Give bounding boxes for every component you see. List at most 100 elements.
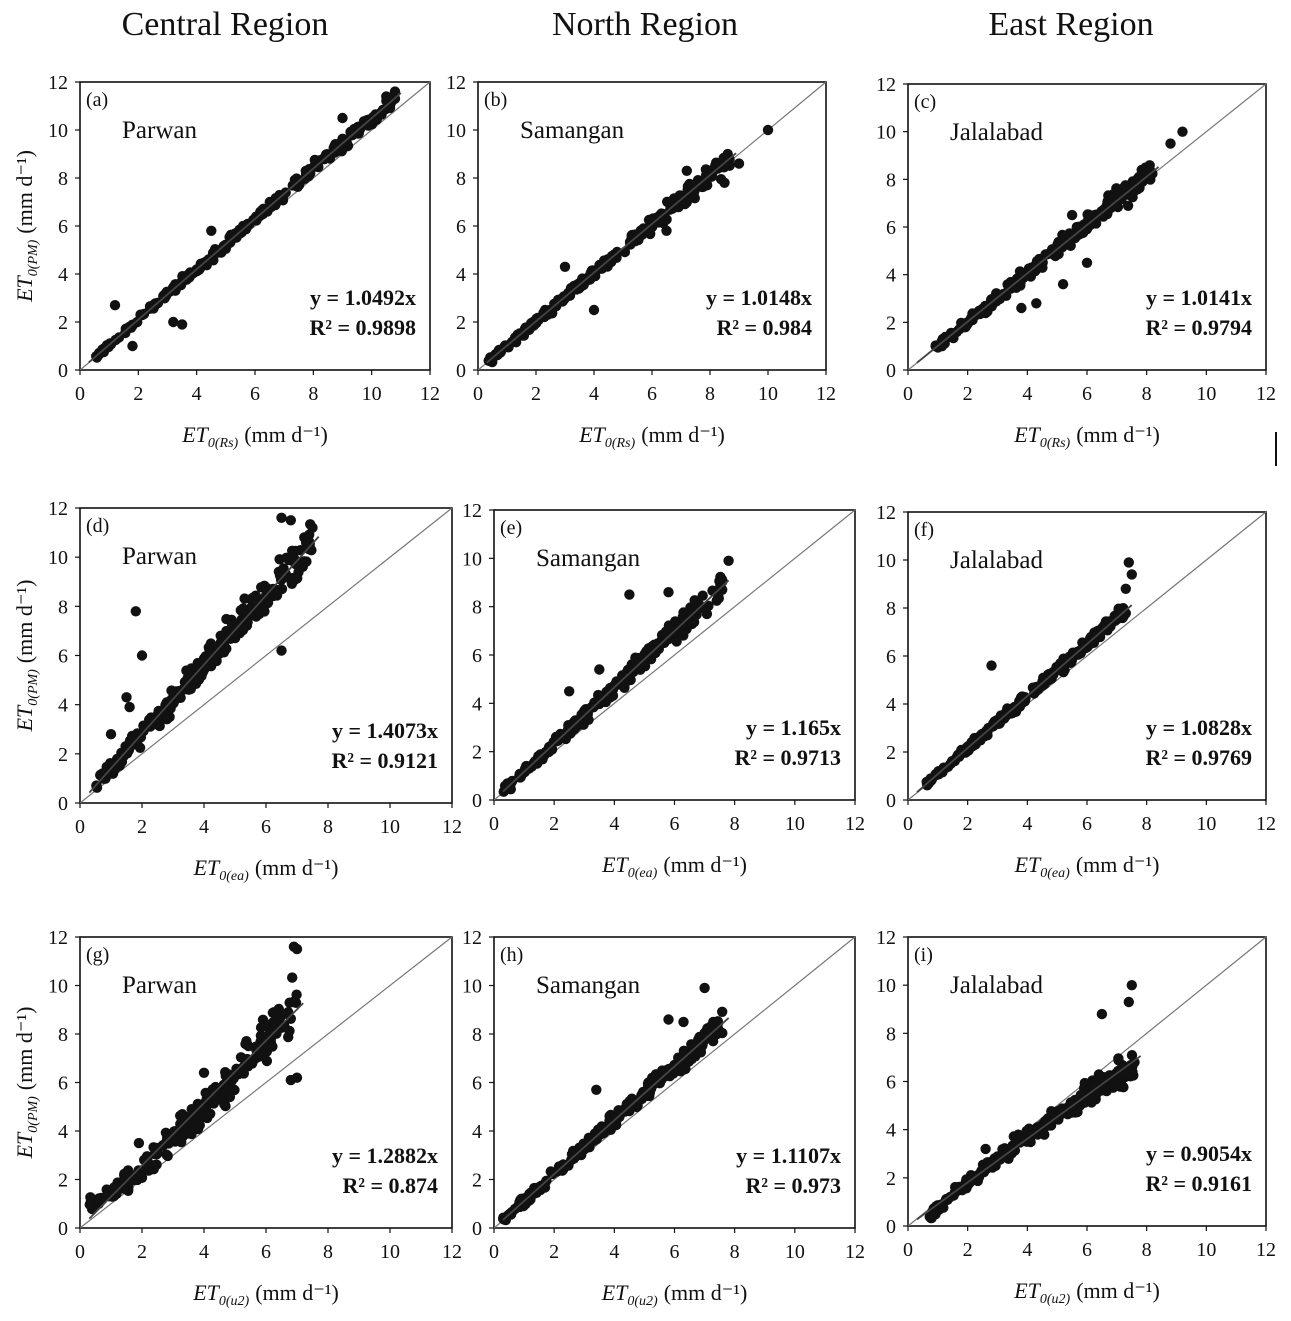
data-point: [185, 683, 196, 695]
data-point: [305, 168, 316, 179]
x-tick-label: 8: [1142, 383, 1152, 405]
y-tick-label: 10: [876, 975, 896, 997]
data-point: [252, 1050, 264, 1061]
data-point: [1104, 616, 1115, 627]
x-tick-label: 10: [362, 383, 382, 405]
x-tick-label: 6: [261, 816, 271, 838]
data-point: [266, 201, 277, 212]
data-point: [226, 230, 237, 241]
y-tick-label: 8: [472, 597, 482, 619]
panel-7: 0 2 4 6 8 10 12 0 2 4 6 8 10 12 (h) Samangan y = 1.1107x…: [462, 927, 865, 1309]
data-point: [708, 1016, 719, 1028]
x-tick-label: 10: [380, 816, 400, 838]
x-tick-label: 6: [250, 383, 260, 405]
data-point: [960, 1176, 972, 1188]
data-point: [929, 1207, 940, 1218]
y-tick-label: 8: [886, 1023, 896, 1045]
data-point: [724, 160, 735, 171]
r-squared: R² = 0.973: [745, 1173, 841, 1198]
data-point: [1127, 192, 1138, 203]
data-point: [986, 660, 997, 671]
regression-line: [486, 152, 737, 364]
data-point: [274, 189, 285, 201]
data-point: [1032, 1129, 1043, 1140]
data-point: [127, 730, 138, 742]
data-point: [663, 1014, 674, 1025]
data-point: [276, 512, 287, 523]
y-tick-label: 8: [58, 168, 68, 190]
regression-line: [916, 166, 1160, 364]
data-point: [248, 592, 259, 603]
data-point: [1122, 184, 1133, 195]
x-axis-label-sub: 0(u2): [627, 1294, 658, 1309]
panel-4: 0 2 4 6 8 10 12 0 2 4 6 8 10 12 (e) Samangan y = 1.165x R…: [462, 500, 865, 881]
data-point: [130, 606, 141, 617]
data-point: [693, 1036, 704, 1048]
y-axis-label: ET0(PM) (mm d⁻¹): [12, 1007, 41, 1160]
data-point: [678, 1016, 689, 1028]
y-tick-label: 10: [462, 548, 482, 570]
data-point: [299, 556, 310, 567]
y-tick-label: 8: [456, 168, 466, 190]
x-axis-label-unit: (mm d⁻¹): [1076, 422, 1160, 447]
y-tick-label: 2: [886, 1168, 896, 1190]
x-axis-label-main: ET: [601, 852, 629, 877]
data-point: [688, 604, 699, 615]
data-point: [708, 163, 719, 175]
x-tick-label: 10: [785, 1241, 805, 1263]
data-point: [124, 701, 135, 713]
y-tick-label: 4: [886, 1120, 896, 1142]
column-title-north: North Region: [551, 6, 739, 43]
y-tick-label: 4: [886, 265, 896, 287]
y-tick-label: 0: [456, 360, 466, 382]
x-tick-label: 2: [963, 813, 973, 835]
y-tick-label: 6: [58, 216, 68, 238]
data-point: [104, 1185, 116, 1197]
data-point: [559, 261, 571, 272]
panel-6: 0 2 4 6 8 10 12 0 2 4 6 8 10 12 (g) Parwan y = 1.2882x R²…: [12, 927, 462, 1309]
x-tick-label: 12: [845, 813, 865, 835]
data-point: [608, 1113, 619, 1124]
data-point: [279, 1020, 290, 1031]
data-point: [936, 339, 947, 351]
data-point: [251, 215, 262, 226]
y-tick-label: 0: [58, 1218, 68, 1240]
panel-label: (g): [86, 944, 109, 966]
y-tick-label: 0: [58, 793, 68, 815]
data-point: [109, 300, 121, 311]
x-axis-label-unit: (mm d⁻¹): [244, 422, 328, 447]
site-name: Jalalabad: [950, 972, 1044, 999]
data-point: [1015, 280, 1026, 291]
y-tick-label: 12: [48, 72, 68, 94]
data-point: [1115, 1079, 1126, 1090]
data-point: [1001, 290, 1012, 301]
data-point: [697, 602, 708, 614]
data-point: [145, 721, 156, 732]
data-point: [624, 589, 635, 600]
data-point: [221, 613, 232, 625]
regression-line: [88, 92, 402, 364]
data-point: [1113, 1053, 1124, 1064]
data-point: [278, 563, 289, 574]
y-tick-label: 10: [48, 547, 68, 569]
y-tick-label: 2: [472, 742, 482, 764]
x-tick-label: 8: [1142, 813, 1152, 835]
data-point: [1126, 569, 1138, 580]
data-point: [1126, 980, 1138, 991]
data-point: [1123, 557, 1135, 568]
data-point: [381, 91, 392, 102]
y-tick-label: 6: [472, 1073, 482, 1095]
panel-label: (e): [500, 517, 522, 539]
y-tick-label: 10: [876, 122, 896, 144]
data-point: [337, 112, 348, 124]
data-point: [681, 165, 692, 176]
x-tick-label: 12: [1256, 383, 1276, 405]
data-point: [262, 583, 273, 594]
data-point: [627, 1100, 639, 1111]
r-squared: R² = 0.9161: [1145, 1171, 1252, 1196]
data-point: [239, 593, 250, 604]
data-point: [653, 1072, 664, 1084]
data-point: [588, 304, 600, 316]
data-point: [181, 274, 192, 285]
data-point: [133, 1137, 145, 1149]
